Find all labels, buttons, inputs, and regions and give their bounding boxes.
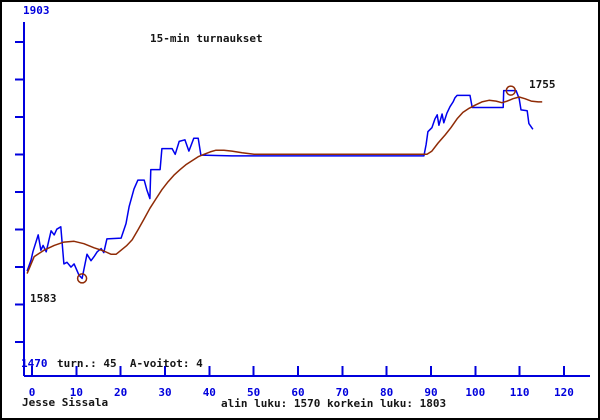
high_point-marker (505, 85, 517, 96)
x-tick-label: 20 (114, 386, 127, 399)
y-axis-min-label: 1470 (21, 357, 48, 370)
x-tick-label: 100 (465, 386, 485, 399)
x-tick-label: 50 (247, 386, 260, 399)
x-tick-label: 80 (380, 386, 393, 399)
summary-text: alin luku: 1570 korkein luku: 1803 (221, 397, 447, 410)
stats-text: turn.: 45 A-voitot: 4 (57, 357, 203, 370)
low-value-label: 1583 (30, 292, 57, 305)
x-tick-label: 10 (70, 386, 83, 399)
x-tick-label: 0 (29, 386, 36, 399)
x-tick-labels: 0 10 20 30 40 50 60 70 80 90 100 110 120 (29, 386, 574, 399)
axes (15, 22, 590, 377)
x-tick-label: 120 (554, 386, 574, 399)
x-tick-label: 30 (158, 386, 171, 399)
player-name: Jesse Sissala (22, 396, 109, 409)
chart-title: 15-min turnaukset (150, 32, 263, 45)
average-line (26, 96, 543, 274)
low_point-marker (76, 273, 88, 284)
x-tick-label: 40 (203, 386, 216, 399)
x-tick-label: 90 (424, 386, 437, 399)
x-tick-label: 60 (291, 386, 304, 399)
rating-line (26, 89, 534, 280)
x-tick-label: 110 (510, 386, 530, 399)
y-axis-max-label: 1903 (23, 4, 50, 17)
high-value-label: 1755 (529, 78, 556, 91)
x-tick-label: 70 (336, 386, 349, 399)
